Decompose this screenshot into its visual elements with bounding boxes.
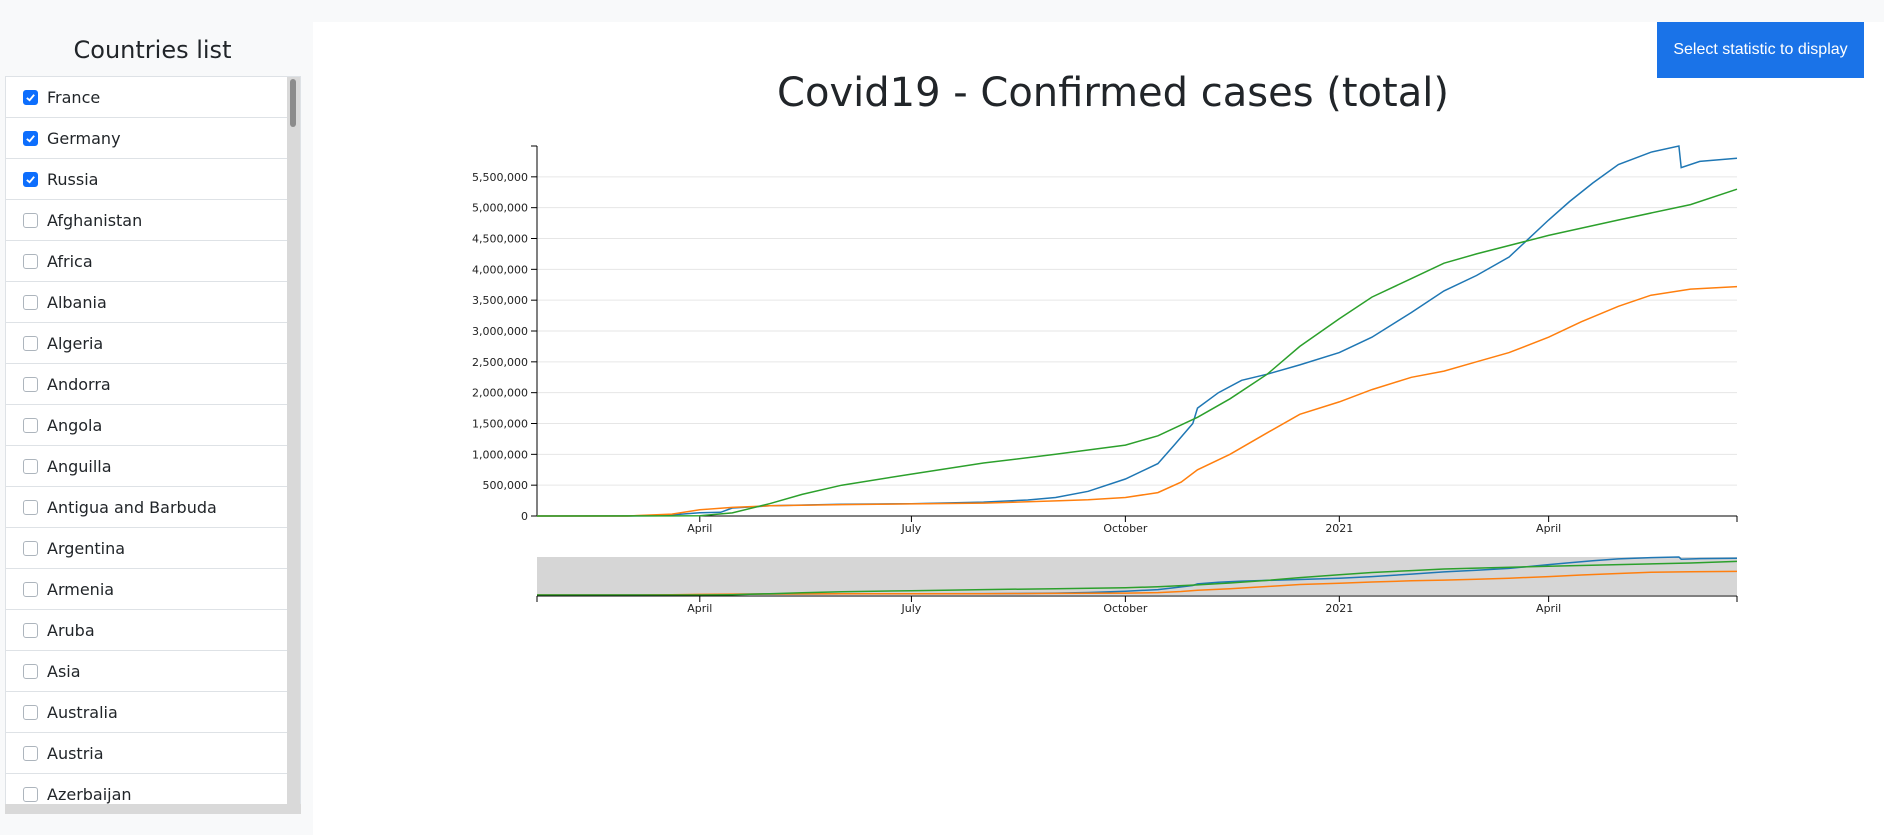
country-list-item[interactable]: Andorra: [6, 364, 289, 405]
countries-list-horizontal-scrollbar[interactable]: [5, 804, 301, 814]
y-tick-label: 5,000,000: [472, 202, 528, 215]
country-checkbox[interactable]: [23, 581, 38, 597]
overview-x-tick-label: April: [1536, 602, 1561, 615]
x-tick-label: 2021: [1325, 522, 1353, 535]
series-line: [536, 188, 1738, 517]
overview-x-tick-label: July: [901, 602, 922, 615]
country-checkbox[interactable]: [23, 130, 38, 146]
country-checkbox[interactable]: [23, 704, 38, 720]
country-checkbox[interactable]: [23, 499, 38, 515]
country-checkbox[interactable]: [23, 89, 38, 105]
y-tick-label: 0: [521, 510, 528, 523]
y-tick-label: 4,500,000: [472, 233, 528, 246]
country-list-item[interactable]: Australia: [6, 692, 289, 733]
y-tick-label: 1,000,000: [472, 448, 528, 461]
country-list-item[interactable]: Russia: [6, 159, 289, 200]
country-checkbox[interactable]: [23, 786, 38, 802]
country-label: Africa: [47, 251, 93, 271]
country-checkbox[interactable]: [23, 663, 38, 679]
scrollbar-thumb[interactable]: [290, 79, 296, 127]
y-tick-label: 500,000: [483, 479, 529, 492]
countries-sidebar: Countries list France Germany Russia Afghan…: [0, 0, 312, 835]
country-checkbox[interactable]: [23, 540, 38, 556]
country-list-item[interactable]: Africa: [6, 241, 289, 282]
checkmark-icon: [26, 175, 35, 184]
chart-title: Covid19 - Confirmed cases (total): [777, 70, 1449, 116]
overview-x-tick-label: 2021: [1325, 602, 1353, 615]
series-line: [537, 285, 1738, 517]
countries-list-items: France Germany Russia Afghanistan Africa Alba…: [6, 77, 289, 813]
country-checkbox[interactable]: [23, 376, 38, 392]
country-checkbox[interactable]: [23, 253, 38, 269]
country-list-item[interactable]: Armenia: [6, 569, 289, 610]
country-label: Anguilla: [47, 456, 112, 476]
country-list-item[interactable]: Angola: [6, 405, 289, 446]
country-label: Andorra: [47, 374, 111, 394]
country-label: Algeria: [47, 333, 104, 353]
country-checkbox[interactable]: [23, 294, 38, 310]
country-list-item[interactable]: Austria: [6, 733, 289, 774]
checkmark-icon: [26, 134, 35, 143]
select-statistic-button[interactable]: Select statistic to display: [1657, 22, 1864, 78]
country-list-item[interactable]: Algeria: [6, 323, 289, 364]
country-checkbox[interactable]: [23, 622, 38, 638]
country-label: Angola: [47, 415, 103, 435]
country-label: France: [47, 87, 101, 107]
country-list-item[interactable]: Albania: [6, 282, 289, 323]
country-label: Afghanistan: [47, 210, 143, 230]
country-label: Asia: [47, 661, 81, 681]
country-list-item[interactable]: Asia: [6, 651, 289, 692]
countries-list-scrollbar[interactable]: [287, 77, 300, 813]
x-tick-label: April: [687, 522, 712, 535]
country-list-item[interactable]: Antigua and Barbuda: [6, 487, 289, 528]
chart-panel: [313, 22, 1884, 835]
country-checkbox[interactable]: [23, 745, 38, 761]
country-list-item[interactable]: Anguilla: [6, 446, 289, 487]
country-list-item[interactable]: Aruba: [6, 610, 289, 651]
y-tick-label: 3,500,000: [472, 294, 528, 307]
country-label: Azerbaijan: [47, 784, 132, 804]
country-label: Antigua and Barbuda: [47, 497, 217, 517]
y-tick-label: 1,500,000: [472, 418, 528, 431]
country-label: Russia: [47, 169, 99, 189]
y-tick-label: 4,000,000: [472, 263, 528, 276]
country-checkbox[interactable]: [23, 171, 38, 187]
country-checkbox[interactable]: [23, 417, 38, 433]
overview-x-tick-label: April: [687, 602, 712, 615]
y-tick-label: 2,500,000: [472, 356, 528, 369]
x-tick-label: April: [1536, 522, 1561, 535]
overview-x-tick-label: October: [1103, 602, 1147, 615]
brush-selection: [537, 557, 1737, 595]
country-checkbox[interactable]: [23, 458, 38, 474]
country-label: Australia: [47, 702, 118, 722]
country-list-item[interactable]: Argentina: [6, 528, 289, 569]
country-label: Germany: [47, 128, 121, 148]
country-list-item[interactable]: Afghanistan: [6, 200, 289, 241]
country-label: Aruba: [47, 620, 95, 640]
countries-list-title: Countries list: [73, 36, 232, 64]
overview-series-line: [537, 560, 1738, 596]
y-tick-label: 2,000,000: [472, 387, 528, 400]
x-tick-label: October: [1103, 522, 1147, 535]
country-label: Armenia: [47, 579, 115, 599]
countries-list[interactable]: France Germany Russia Afghanistan Africa Alba…: [5, 76, 301, 814]
country-label: Argentina: [47, 538, 126, 558]
country-checkbox[interactable]: [23, 212, 38, 228]
country-label: Albania: [47, 292, 107, 312]
checkmark-icon: [26, 93, 35, 102]
x-tick-label: July: [901, 522, 922, 535]
y-tick-label: 3,000,000: [472, 325, 528, 338]
country-checkbox[interactable]: [23, 335, 38, 351]
country-list-item[interactable]: France: [6, 77, 289, 118]
country-list-item[interactable]: Germany: [6, 118, 289, 159]
country-label: Austria: [47, 743, 104, 763]
y-tick-label: 5,500,000: [472, 171, 528, 184]
